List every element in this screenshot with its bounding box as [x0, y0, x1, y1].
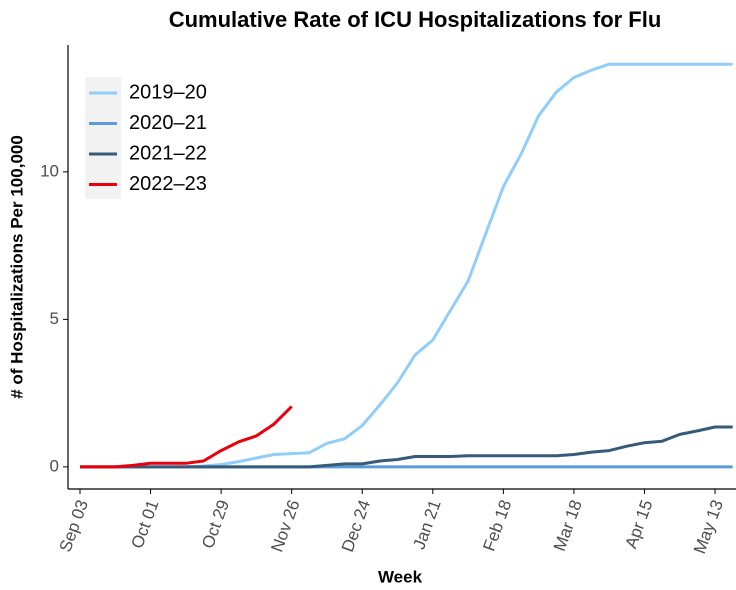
legend-label: 2022–23 [129, 173, 207, 195]
x-tick-label: Mar 18 [550, 497, 586, 553]
x-tick-label: Oct 01 [128, 497, 163, 551]
y-tick-label: 10 [40, 161, 59, 180]
chart-title: Cumulative Rate of ICU Hospitalizations … [169, 7, 662, 32]
legend-label: 2020–21 [129, 112, 207, 134]
x-tick-label: Apr 15 [621, 497, 656, 551]
y-tick-label: 0 [50, 456, 59, 475]
x-tick-label: Feb 18 [479, 497, 515, 553]
legend-label: 2021–22 [129, 142, 207, 164]
x-tick-label: Dec 24 [338, 497, 374, 554]
series-line [80, 425, 733, 469]
x-tick-label: Nov 26 [267, 497, 303, 554]
y-tick-label: 5 [50, 309, 59, 328]
x-tick-label: Oct 29 [198, 497, 233, 551]
x-axis-label: Week [378, 567, 423, 586]
x-tick-label: May 13 [690, 497, 727, 556]
legend-background [85, 77, 121, 199]
x-tick-label: Jan 21 [409, 497, 444, 551]
y-axis-label: # of Hospitalizations Per 100,000 [7, 135, 26, 399]
x-tick-label: Sep 03 [56, 497, 92, 554]
legend-label: 2019–20 [129, 81, 207, 103]
series-line [80, 405, 293, 469]
